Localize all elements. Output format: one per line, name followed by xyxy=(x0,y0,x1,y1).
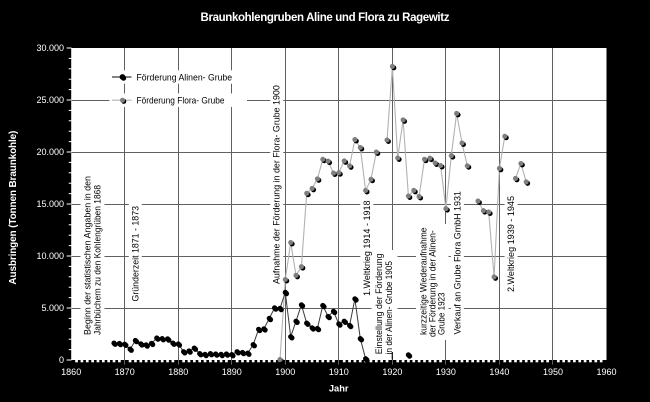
svg-text:kurzzeitige Wiederaufnahme: kurzzeitige Wiederaufnahme xyxy=(418,228,428,336)
svg-text:Verkauf an Grube Flora GmbH 19: Verkauf an Grube Flora GmbH 1931 xyxy=(452,191,462,334)
svg-text:0: 0 xyxy=(59,355,64,365)
svg-text:1860: 1860 xyxy=(61,367,81,377)
svg-text:1950: 1950 xyxy=(543,367,563,377)
svg-text:1920: 1920 xyxy=(382,367,402,377)
svg-text:Ausbringen (Tonnen Braunkohle): Ausbringen (Tonnen Braunkohle) xyxy=(8,131,19,285)
svg-text:Jahr: Jahr xyxy=(329,383,349,393)
svg-text:Grube 1923: Grube 1923 xyxy=(437,293,447,336)
svg-text:1910: 1910 xyxy=(329,367,349,377)
svg-text:10.000: 10.000 xyxy=(36,251,64,261)
svg-text:Beginn der statistischen Angab: Beginn der statistischen Angaben in den xyxy=(83,176,93,335)
svg-text:5.000: 5.000 xyxy=(41,303,64,313)
svg-text:15.000: 15.000 xyxy=(36,199,64,209)
svg-text:Förderung Alinen- Grube: Förderung Alinen- Grube xyxy=(137,72,233,82)
svg-text:Einstellung der Förderung: Einstellung der Förderung xyxy=(374,253,384,354)
svg-text:Gründerzeit 1871 - 1873: Gründerzeit 1871 - 1873 xyxy=(130,206,140,302)
svg-text:20.000: 20.000 xyxy=(36,147,64,157)
svg-text:1.Weltkrieg 1914 - 1918: 1.Weltkrieg 1914 - 1918 xyxy=(362,201,372,297)
svg-text:Aufnahme der Förderung in der: Aufnahme der Förderung in der Flora- Gru… xyxy=(272,85,282,284)
svg-text:1890: 1890 xyxy=(222,367,242,377)
svg-text:1870: 1870 xyxy=(115,367,135,377)
svg-text:der Förderung in der Alinen-: der Förderung in der Alinen- xyxy=(428,230,438,337)
svg-text:in der Alinen- Grube 1905: in der Alinen- Grube 1905 xyxy=(384,261,394,354)
svg-text:Jahrbüchern zu den Kohlengrübe: Jahrbüchern zu den Kohlengrüben 1868 xyxy=(93,185,103,335)
svg-text:1880: 1880 xyxy=(168,367,188,377)
svg-text:Braunkohlengruben Aline und Fl: Braunkohlengruben Aline und Flora zu Rag… xyxy=(201,12,450,24)
svg-text:1930: 1930 xyxy=(436,367,456,377)
svg-text:30.000: 30.000 xyxy=(36,43,64,53)
svg-text:1900: 1900 xyxy=(275,367,295,377)
svg-text:1940: 1940 xyxy=(489,367,509,377)
svg-text:2.Weltkrieg 1939 - 1945: 2.Weltkrieg 1939 - 1945 xyxy=(506,196,516,292)
svg-text:25.000: 25.000 xyxy=(36,95,64,105)
svg-text:Förderung Flora- Grube: Förderung Flora- Grube xyxy=(137,96,225,106)
svg-text:1960: 1960 xyxy=(596,367,616,377)
